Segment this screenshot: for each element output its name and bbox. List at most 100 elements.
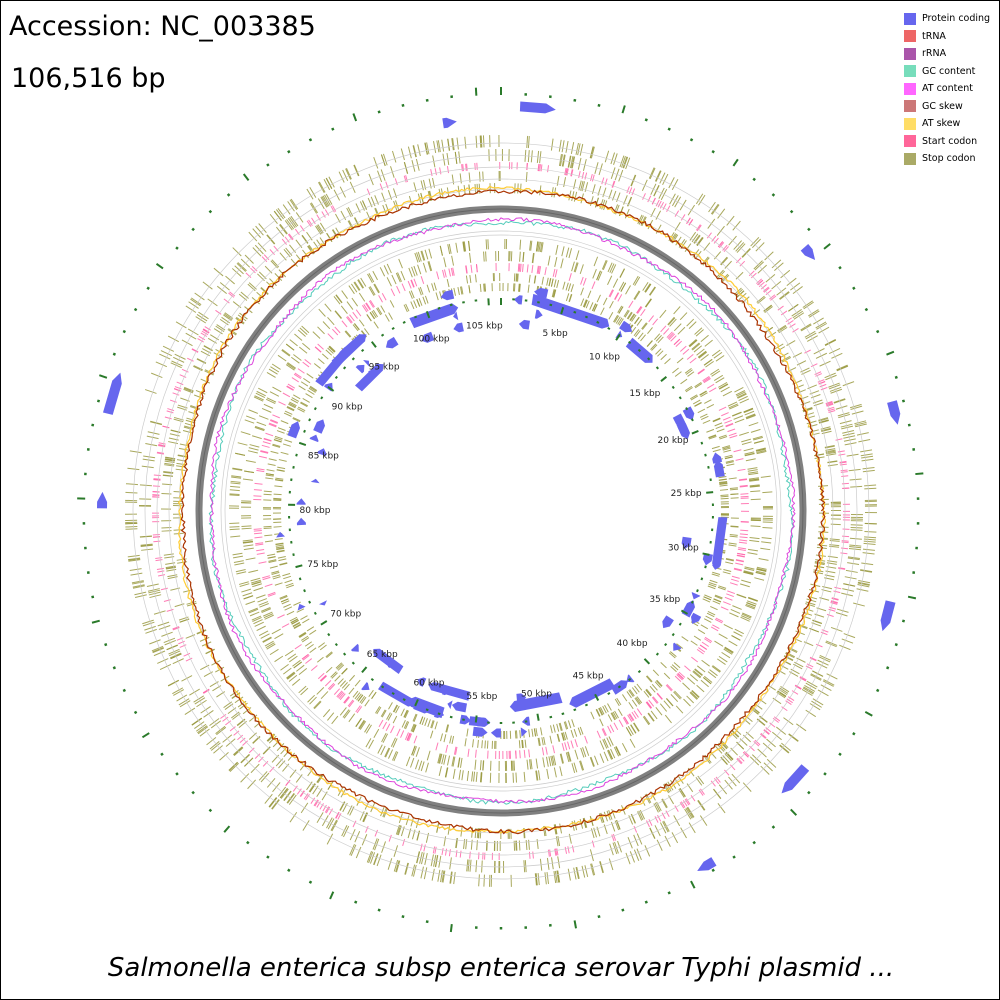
scale-tick (361, 348, 365, 352)
codon-stripe (591, 184, 596, 195)
codon-stripe (302, 361, 310, 368)
codon-stripe (267, 591, 276, 596)
codon-stripe (757, 718, 766, 726)
codon-stripe (431, 868, 435, 881)
codon-stripe (428, 248, 433, 259)
codon-stripe (414, 759, 420, 770)
codon-stripe (545, 746, 548, 755)
codon-stripe (404, 862, 409, 875)
codon-stripe (544, 267, 547, 276)
codon-stripe (724, 456, 733, 460)
codon-stripe (841, 541, 849, 544)
codon-stripe (703, 755, 711, 764)
codon-stripe (590, 711, 595, 720)
codon-stripe (552, 268, 556, 277)
codon-stripe (461, 164, 463, 172)
codon-stripe (666, 331, 673, 338)
codon-stripe (274, 655, 284, 663)
codon-stripe (829, 545, 840, 548)
codon-stripe (260, 286, 269, 295)
codon-stripe (256, 552, 265, 555)
codon-stripe (468, 240, 471, 251)
codon-stripe (418, 287, 422, 296)
outer-tick (175, 246, 179, 250)
codon-stripe (257, 598, 268, 603)
codon-stripe (379, 267, 386, 277)
codon-stripe (858, 579, 871, 584)
codon-stripe (291, 397, 300, 402)
codon-stripe (419, 716, 424, 725)
codon-stripe (821, 428, 832, 433)
codon-stripe (515, 273, 518, 282)
codon-stripe (263, 746, 271, 755)
codon-stripe (724, 596, 733, 601)
codon-stripe (408, 267, 413, 278)
codon-stripe (741, 441, 752, 445)
codon-stripe (309, 783, 316, 793)
codon-stripe (395, 860, 400, 873)
codon-stripe (281, 600, 290, 605)
codon-stripe (685, 387, 693, 393)
codon-stripe (325, 349, 333, 356)
codon-stripe (316, 801, 321, 808)
codon-stripe (781, 742, 791, 752)
codon-stripe (599, 861, 604, 874)
codon-stripe (411, 266, 416, 277)
gene-arrow (712, 517, 728, 570)
codon-stripe (694, 668, 703, 677)
codon-stripe (601, 177, 605, 185)
codon-stripe (527, 284, 530, 293)
codon-stripe (657, 350, 664, 357)
scale-tick (402, 320, 406, 324)
codon-stripe (451, 735, 455, 744)
codon-stripe (800, 676, 807, 681)
codon-stripe (354, 679, 361, 687)
codon-stripe (156, 567, 164, 571)
codon-stripe (301, 653, 309, 660)
codon-stripe (436, 140, 440, 153)
codon-stripe (691, 342, 700, 350)
codon-stripe (405, 303, 410, 312)
codon-stripe (608, 289, 614, 297)
codon-stripe (567, 846, 570, 854)
codon-stripe (164, 416, 172, 420)
codon-stripe (619, 155, 625, 168)
codon-stripe (464, 136, 467, 149)
scale-tick (370, 341, 377, 348)
codon-stripe (160, 587, 168, 591)
codon-stripe (286, 405, 295, 411)
codon-stripe (748, 472, 759, 476)
codon-stripe (743, 571, 754, 575)
codon-stripe (304, 641, 313, 647)
codon-stripe (576, 866, 580, 879)
codon-stripe (322, 321, 331, 330)
codon-stripe (664, 714, 672, 724)
codon-stripe (575, 142, 579, 155)
codon-stripe (407, 280, 412, 289)
codon-stripe (570, 729, 575, 738)
codon-stripe (369, 299, 375, 308)
codon-stripe (821, 430, 832, 435)
codon-stripe (828, 608, 836, 612)
scale-tick (413, 315, 418, 319)
codon-stripe (326, 833, 334, 845)
codon-stripe (131, 580, 144, 584)
codon-stripe (539, 242, 543, 253)
outer-tick (690, 880, 696, 889)
codon-stripe (809, 656, 817, 661)
codon-stripe (300, 402, 308, 408)
codon-stripe (790, 282, 801, 291)
codon-stripe (254, 753, 261, 760)
codon-stripe (213, 328, 223, 335)
codon-stripe (557, 835, 561, 846)
codon-stripe (639, 809, 645, 820)
codon-stripe (713, 374, 724, 381)
codon-stripe (706, 428, 715, 433)
codon-stripe (697, 369, 705, 375)
codon-stripe (583, 299, 588, 308)
codon-stripe (573, 762, 578, 773)
codon-stripe (232, 301, 242, 309)
codon-stripe (748, 270, 755, 277)
codon-stripe (694, 382, 702, 388)
codon-stripe (825, 401, 833, 405)
